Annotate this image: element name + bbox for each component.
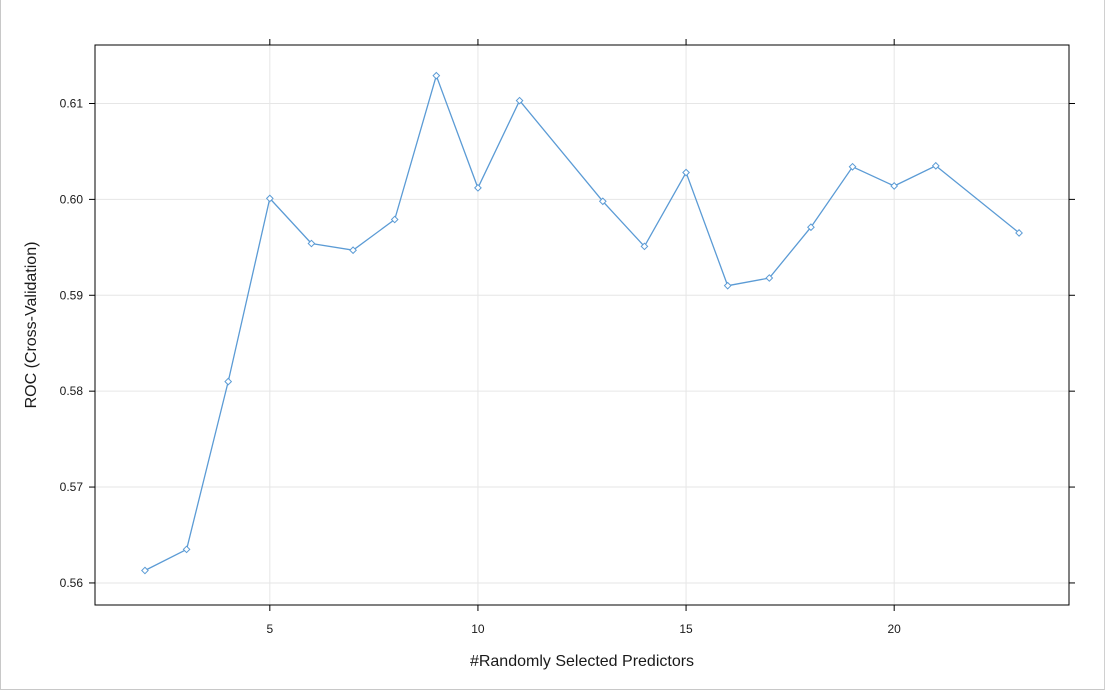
y-tick-label: 0.61 bbox=[60, 96, 84, 110]
y-tick-label: 0.56 bbox=[60, 576, 84, 590]
x-tick-label: 10 bbox=[471, 622, 485, 636]
y-tick-label: 0.57 bbox=[60, 480, 84, 494]
data-point bbox=[598, 197, 607, 206]
x-tick-label: 5 bbox=[266, 622, 273, 636]
data-point bbox=[474, 183, 482, 192]
data-point bbox=[390, 215, 399, 224]
data-point bbox=[1015, 229, 1023, 237]
x-tick-labels: 5 10 15 20 bbox=[266, 622, 901, 636]
plot-panel-border bbox=[94, 44, 1070, 606]
x-axis-title: #Randomly Selected Predictors bbox=[470, 653, 694, 670]
data-point bbox=[182, 545, 191, 554]
data-point bbox=[682, 168, 690, 177]
x-tick-label: 20 bbox=[887, 622, 901, 636]
data-point bbox=[848, 162, 857, 171]
data-point bbox=[515, 96, 524, 105]
y-tick-labels: 0.56 0.57 0.58 0.59 0.60 0.61 bbox=[60, 96, 84, 589]
data-point-markers bbox=[141, 71, 1023, 575]
data-point bbox=[807, 223, 815, 232]
data-point bbox=[265, 194, 274, 203]
x-tick-label: 15 bbox=[679, 622, 693, 636]
data-point bbox=[890, 182, 899, 190]
data-point bbox=[141, 566, 149, 575]
data-point bbox=[640, 242, 649, 251]
data-point bbox=[224, 377, 233, 386]
data-point bbox=[931, 161, 940, 170]
data-point bbox=[432, 71, 441, 80]
series-line bbox=[144, 73, 1020, 572]
data-point bbox=[349, 246, 357, 255]
y-tick-label: 0.58 bbox=[60, 384, 84, 398]
data-point bbox=[723, 281, 732, 290]
data-point bbox=[307, 239, 316, 248]
data-point bbox=[765, 274, 774, 282]
y-tick-label: 0.59 bbox=[60, 288, 84, 302]
y-tick-label: 0.60 bbox=[60, 192, 84, 206]
grid-lines bbox=[95, 45, 1069, 605]
y-axis-title: ROC (Cross-Validation) bbox=[23, 242, 40, 409]
axis-ticks bbox=[89, 39, 1075, 611]
